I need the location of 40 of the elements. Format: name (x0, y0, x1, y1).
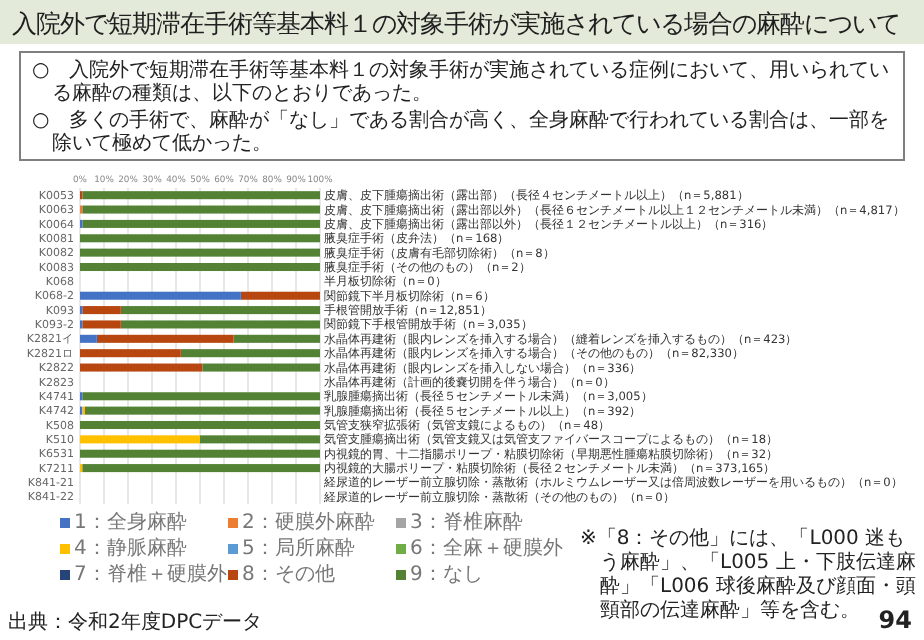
bar (82, 306, 121, 315)
text: ○ 多くの手術で、麻酔が「なし」である割合が高く、全身麻酔で行われている割合は、一部を除いて極めて低かった。 (32, 108, 890, 155)
text: 入院外で短期滞在手術等基本料１の対象手術が実施されている場合の麻酔について (12, 10, 900, 38)
bar (240, 291, 320, 300)
bar (80, 449, 320, 458)
source-note: 出典：令和2年度DPCデータ (8, 610, 263, 634)
bar (84, 406, 320, 415)
bar (80, 435, 200, 444)
bar (200, 435, 320, 444)
bar (80, 420, 320, 430)
legend-label: 2：硬膜外麻酔 (242, 510, 375, 534)
legend-label: 6：全麻＋硬膜外 (410, 536, 563, 560)
legend-label: 5：局所麻酔 (242, 536, 355, 560)
bar (82, 205, 320, 214)
bar (96, 334, 234, 343)
legend-label: 7：脊椎＋硬膜外 (74, 562, 227, 586)
bar (180, 349, 320, 358)
legend-label: 8：その他 (242, 562, 335, 586)
bar (80, 291, 241, 300)
bar (120, 320, 320, 329)
bar (120, 306, 320, 315)
bar (80, 234, 320, 243)
bar (80, 363, 203, 372)
bar (82, 320, 121, 329)
bar (202, 363, 320, 372)
bar (82, 191, 320, 200)
bar (82, 464, 320, 473)
text: ○ 入院外で短期滞在手術等基本料１の対象手術が実施されている症例において、用いられている麻酔の種類は、以下のとおりであった。 (32, 58, 890, 105)
legend-label: 1：全身麻酔 (74, 510, 187, 534)
bar (80, 262, 320, 272)
legend-label: 4：静脈麻酔 (74, 536, 187, 560)
bar (80, 349, 181, 358)
legend-label: 9：なし (410, 564, 483, 586)
bar (233, 334, 320, 343)
legend-label: 3：脊椎麻酔 (410, 510, 523, 534)
bar (82, 392, 320, 401)
text: 94 (878, 606, 912, 634)
bar (80, 248, 320, 257)
bar (80, 334, 97, 343)
bar (82, 219, 320, 228)
